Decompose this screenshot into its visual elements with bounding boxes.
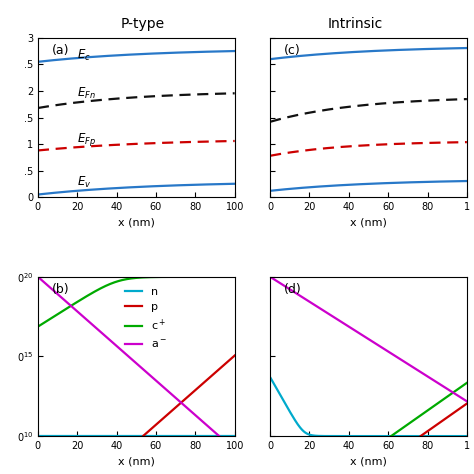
Legend: n, p, c$^+$, a$^-$: n, p, c$^+$, a$^-$ <box>121 283 172 355</box>
Text: (b): (b) <box>52 283 69 296</box>
X-axis label: x (nm): x (nm) <box>350 456 387 466</box>
Text: P-type: P-type <box>120 17 164 31</box>
Text: $E_{Fn}$: $E_{Fn}$ <box>77 86 96 101</box>
Text: (a): (a) <box>52 44 69 57</box>
X-axis label: x (nm): x (nm) <box>350 218 387 228</box>
X-axis label: x (nm): x (nm) <box>118 456 155 466</box>
Text: $E_v$: $E_v$ <box>77 174 91 190</box>
Text: $E_{Fp}$: $E_{Fp}$ <box>77 130 96 147</box>
X-axis label: x (nm): x (nm) <box>118 218 155 228</box>
Text: $E_c$: $E_c$ <box>77 47 91 63</box>
Text: Intrinsic: Intrinsic <box>328 17 383 31</box>
Text: (d): (d) <box>284 283 301 296</box>
Text: (c): (c) <box>284 44 301 57</box>
